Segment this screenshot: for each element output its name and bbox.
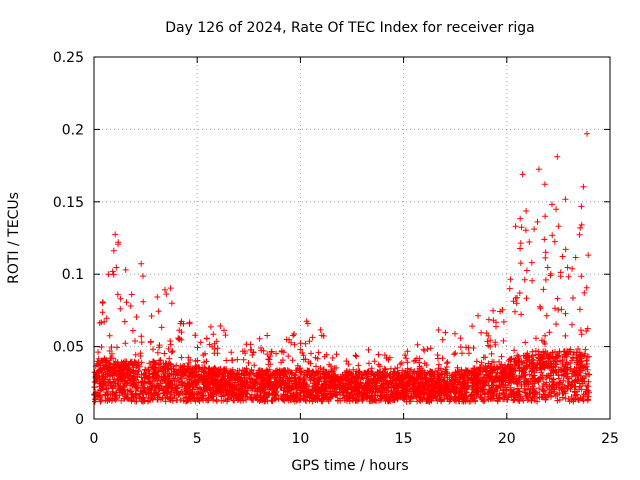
y-tick-label: 0.1: [62, 267, 84, 283]
x-tick-label: 0: [90, 431, 99, 447]
x-axis: 0 5 10 15 20 25: [90, 57, 619, 447]
x-tick-label: 15: [395, 431, 413, 447]
x-tick-label: 5: [193, 431, 202, 447]
y-axis-label: ROTI / TECUs: [6, 192, 22, 284]
y-tick-label: 0.05: [53, 340, 84, 356]
x-tick-label: 25: [601, 431, 619, 447]
y-tick-label: 0.15: [53, 195, 84, 211]
data-points: [91, 130, 593, 405]
plot-frame: [93, 56, 611, 420]
x-tick-label: 20: [498, 431, 516, 447]
grid: [94, 57, 610, 419]
y-tick-label: 0: [75, 412, 84, 428]
y-tick-label: 0.25: [53, 50, 84, 66]
x-axis-label: GPS time / hours: [291, 458, 408, 474]
y-axis: 0 0.05 0.1 0.15 0.2 0.25: [53, 50, 610, 428]
chart-title: Day 126 of 2024, Rate Of TEC Index for r…: [165, 20, 534, 36]
roti-point-markers: [91, 130, 593, 405]
y-tick-label: 0.2: [62, 122, 84, 138]
x-tick-label: 10: [291, 431, 309, 447]
